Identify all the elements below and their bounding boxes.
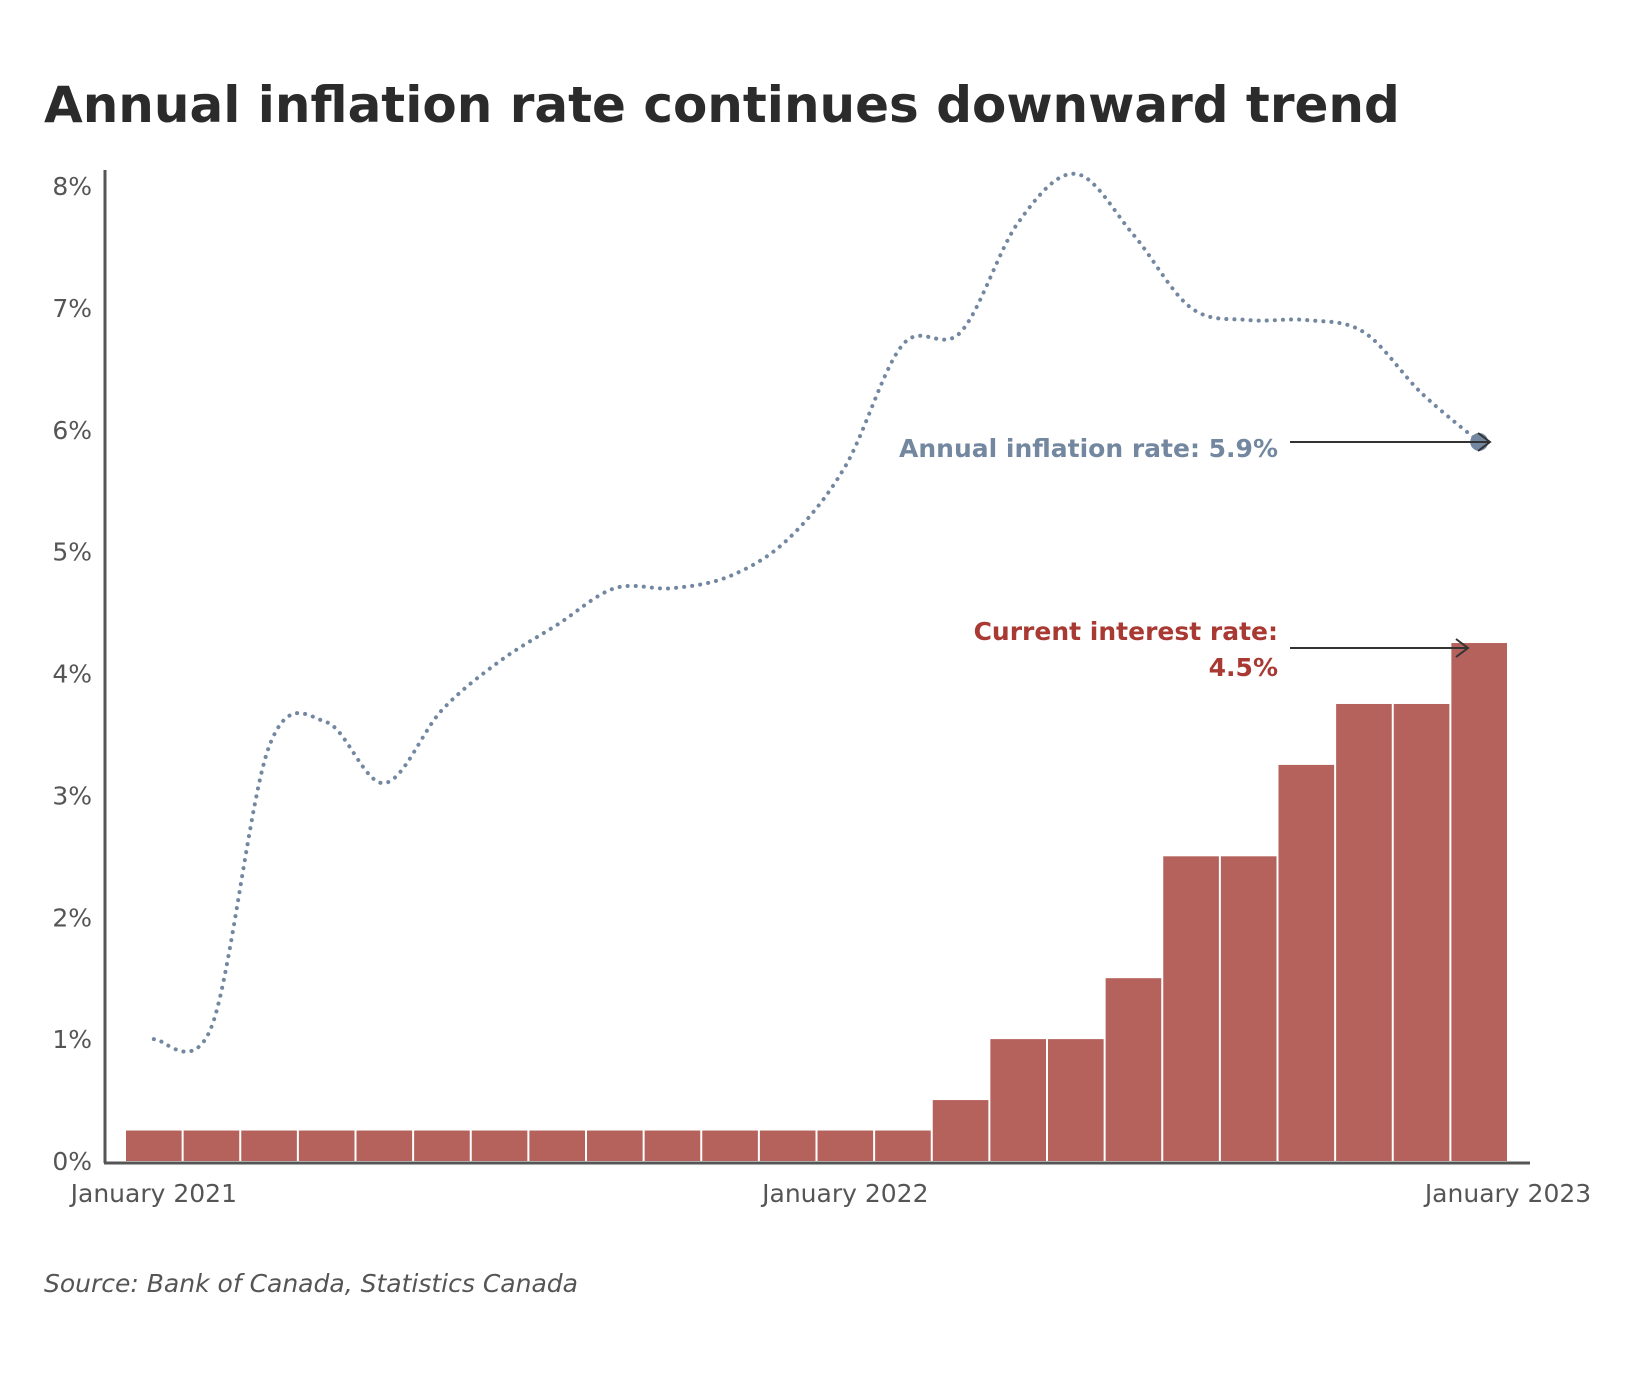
interest-rate-bars xyxy=(126,643,1507,1161)
inflation-line xyxy=(151,171,1482,1054)
interest-rate-bar xyxy=(1393,703,1450,1161)
interest-rate-bar xyxy=(1336,703,1392,1161)
x-tick-label: January 2023 xyxy=(1423,1179,1591,1208)
interest-rate-bar xyxy=(990,1039,1046,1161)
y-axis-ticks: 0% 1% 2% 3% 4% 5% 6% 7% 8% xyxy=(52,172,92,1176)
interest-rate-bar xyxy=(126,1130,182,1161)
interest-rate-bar xyxy=(1048,1039,1104,1161)
x-axis-ticks: January 2021 January 2022 January 2023 xyxy=(69,1179,1592,1208)
inflation-annotation: Annual inflation rate: 5.9% xyxy=(899,432,1492,463)
y-tick-label: 7% xyxy=(52,294,92,323)
interest-rate-bar xyxy=(183,1130,240,1161)
source-note: Source: Bank of Canada, Statistics Canad… xyxy=(44,1269,578,1298)
interest-rate-bar xyxy=(298,1130,355,1161)
x-tick-label: January 2022 xyxy=(760,1179,928,1208)
interest-rate-bar xyxy=(587,1130,643,1161)
interest-rate-bar xyxy=(1220,856,1277,1161)
interest-annotation: Current interest rate: 4.5% xyxy=(974,617,1470,682)
inflation-annotation-label: Annual inflation rate: 5.9% xyxy=(899,434,1278,463)
interest-annotation-line1: Current interest rate: xyxy=(974,617,1278,646)
y-tick-label: 6% xyxy=(52,416,92,445)
y-tick-label: 3% xyxy=(52,781,92,810)
y-tick-label: 2% xyxy=(52,903,92,932)
interest-rate-bar xyxy=(356,1130,413,1161)
interest-rate-bar xyxy=(817,1130,874,1161)
interest-rate-bar xyxy=(644,1130,701,1161)
interest-rate-bar xyxy=(875,1130,931,1161)
inflation-annotation-arrowhead xyxy=(1477,432,1492,452)
y-tick-label: 1% xyxy=(52,1025,92,1054)
interest-rate-bar xyxy=(471,1130,528,1161)
interest-annotation-line2: 4.5% xyxy=(1209,653,1278,682)
interest-rate-bar xyxy=(1163,856,1219,1161)
y-tick-label: 5% xyxy=(52,538,92,567)
interest-rate-bar xyxy=(529,1130,585,1161)
interest-annotation-arrowhead xyxy=(1455,638,1470,658)
interest-rate-bar xyxy=(932,1100,989,1161)
interest-rate-bar xyxy=(1105,978,1162,1161)
interest-rate-bar xyxy=(1451,643,1507,1161)
interest-rate-bar xyxy=(702,1130,758,1161)
y-tick-label: 0% xyxy=(52,1147,92,1176)
y-tick-label: 4% xyxy=(52,660,92,689)
interest-rate-bar xyxy=(241,1130,297,1161)
interest-rate-bar xyxy=(759,1130,816,1161)
interest-rate-bar xyxy=(1278,764,1335,1161)
interest-rate-bar xyxy=(414,1130,470,1161)
y-tick-label: 8% xyxy=(52,172,92,201)
x-tick-label: January 2021 xyxy=(69,1179,237,1208)
chart-title: Annual inflation rate continues downward… xyxy=(44,76,1400,134)
